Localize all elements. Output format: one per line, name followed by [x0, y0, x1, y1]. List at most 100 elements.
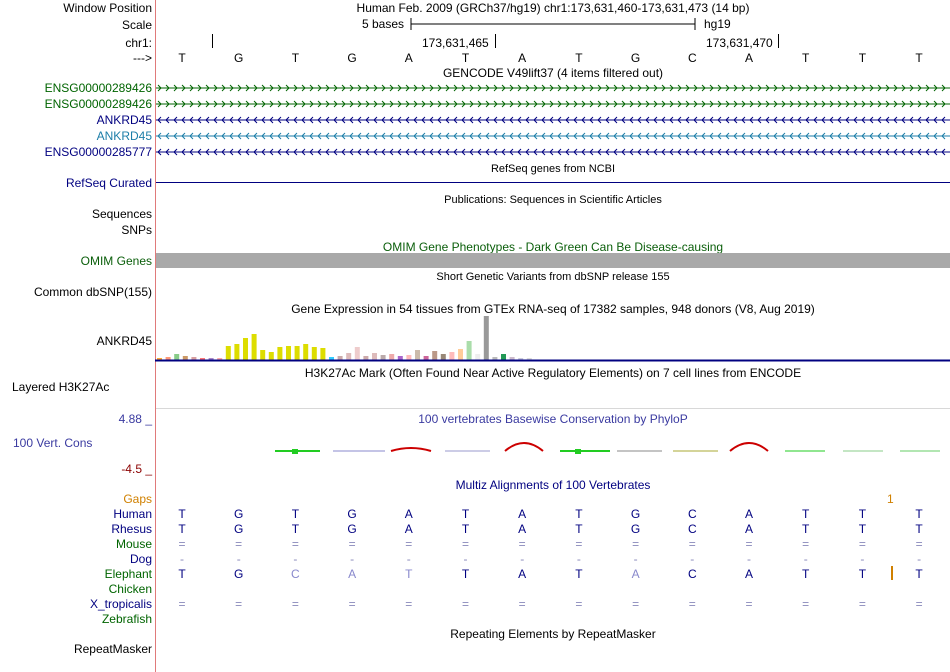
gencode-track-label[interactable]: ANKRD45: [96, 129, 152, 143]
assembly-label: hg19: [704, 17, 731, 31]
gtex-tissue-bar: [217, 358, 223, 360]
gtex-label[interactable]: ANKRD45: [96, 334, 152, 348]
chrom-label: chr1:: [125, 36, 152, 50]
dbsnp-title[interactable]: Short Genetic Variants from dbSNP releas…: [436, 271, 670, 283]
gene-feature[interactable]: [156, 115, 950, 125]
gaps-label[interactable]: Gaps: [123, 492, 152, 506]
gtex-tissue-bar: [268, 352, 274, 360]
reference-base: A: [404, 51, 413, 65]
conservation-wiggle[interactable]: [155, 430, 950, 464]
refseq-label[interactable]: RefSeq Curated: [65, 176, 152, 190]
conservation-segment: [900, 450, 940, 452]
alignment-base: =: [802, 597, 810, 611]
gtex-tissue-bar: [415, 350, 420, 360]
alignment-base: -: [350, 552, 355, 566]
omim-feature-bar[interactable]: [156, 253, 950, 268]
gene-feature[interactable]: [156, 131, 950, 141]
gtex-tissue-bar: [501, 354, 506, 360]
multiz-title[interactable]: Multiz Alignments of 100 Vertebrates: [455, 478, 651, 492]
reference-base: G: [347, 51, 357, 65]
publications-title[interactable]: Publications: Sequences in Scientific Ar…: [444, 194, 662, 206]
gene-feature[interactable]: [156, 83, 950, 93]
species-label[interactable]: Dog: [129, 552, 152, 566]
gencode-title[interactable]: GENCODE V49lift37 (4 items filtered out): [442, 66, 664, 80]
scale-value: 5 bases: [362, 17, 405, 31]
alignment-base: -: [463, 552, 468, 566]
repeatmasker-label[interactable]: RepeatMasker: [73, 642, 152, 656]
gtex-tissue-bar: [372, 353, 377, 360]
alignment-base: -: [860, 552, 865, 566]
dbsnp-label[interactable]: Common dbSNP(155): [33, 285, 152, 299]
refseq-gene-line[interactable]: [156, 182, 950, 183]
conservation-title[interactable]: 100 vertebrates Basewise Conservation by…: [418, 412, 688, 426]
reference-base: T: [575, 51, 583, 65]
omim-label[interactable]: OMIM Genes: [80, 254, 152, 268]
alignment-base: -: [293, 552, 298, 566]
reference-base: T: [178, 51, 186, 65]
species-label[interactable]: Zebrafish: [101, 612, 152, 626]
alignment-base: =: [348, 597, 356, 611]
gene-feature[interactable]: [156, 147, 950, 157]
gencode-track-label[interactable]: ENSG00000289426: [44, 97, 152, 111]
conservation-segment: [445, 450, 490, 452]
alignment-base: T: [575, 507, 583, 521]
species-label[interactable]: X_tropicalis: [89, 597, 152, 611]
gtex-tissue-bar: [389, 354, 395, 360]
species-label[interactable]: Chicken: [108, 582, 152, 596]
gencode-track-label[interactable]: ENSG00000285777: [44, 145, 152, 159]
refseq-title[interactable]: RefSeq genes from NCBI: [490, 163, 616, 175]
alignment-base: T: [915, 567, 923, 581]
scale-label: Scale: [121, 18, 152, 32]
alignment-base: =: [858, 597, 866, 611]
gencode-track-label[interactable]: ANKRD45: [96, 113, 152, 127]
species-label[interactable]: Rhesus: [111, 522, 152, 536]
alignment-base: -: [576, 552, 581, 566]
reference-base: T: [291, 51, 300, 65]
conservation-segment: [843, 450, 883, 452]
gtex-bar-chart[interactable]: [155, 314, 950, 362]
window-position-value[interactable]: Human Feb. 2009 (GRCh37/hg19) chr1:173,6…: [356, 1, 750, 15]
alignment-base: =: [405, 597, 413, 611]
gtex-title[interactable]: Gene Expression in 54 tissues from GTEx …: [291, 302, 815, 316]
gencode-track-label[interactable]: ENSG00000289426: [44, 81, 152, 95]
ruler-tick: [778, 34, 779, 48]
species-label[interactable]: Mouse: [115, 537, 152, 551]
alignment-base: -: [747, 552, 751, 566]
alignment-base: =: [632, 597, 640, 611]
gtex-tissue-bar: [337, 356, 343, 360]
gtex-tissue-bar: [354, 347, 360, 360]
alignment-base: T: [461, 567, 470, 581]
conservation-label[interactable]: 100 Vert. Cons: [13, 436, 93, 450]
conservation-segment: [560, 450, 610, 452]
alignment-base: T: [461, 522, 470, 536]
alignment-base: -: [803, 552, 808, 566]
alignment-base: T: [291, 522, 300, 536]
gtex-tissue-bar: [303, 344, 309, 360]
omim-title[interactable]: OMIM Gene Phenotypes - Dark Green Can Be…: [382, 240, 724, 254]
h3k27ac-title[interactable]: H3K27Ac Mark (Often Found Near Active Re…: [304, 366, 802, 380]
snps-label[interactable]: SNPs: [121, 223, 152, 237]
gtex-tissue-bar: [329, 357, 334, 360]
alignment-base: =: [915, 597, 923, 611]
sequences-label[interactable]: Sequences: [91, 207, 152, 221]
reference-base: A: [518, 51, 527, 65]
alignment-base: G: [630, 522, 641, 536]
conservation-segment: [617, 450, 662, 452]
repeatmasker-title[interactable]: Repeating Elements by RepeatMasker: [450, 627, 656, 641]
gtex-tissue-bar: [380, 355, 386, 360]
alignment-base: G: [630, 507, 641, 521]
alignment-base: A: [518, 567, 527, 581]
species-label[interactable]: Elephant: [104, 567, 152, 581]
alignment-base: T: [461, 507, 470, 521]
alignment-base: T: [858, 507, 867, 521]
alignment-base: C: [687, 522, 697, 536]
gtex-tissue-bar: [466, 341, 472, 360]
alignment-base: -: [633, 552, 638, 566]
h3k27ac-label[interactable]: Layered H3K27Ac: [12, 380, 110, 394]
conservation-point: [575, 449, 581, 454]
species-label[interactable]: Human: [113, 507, 152, 521]
gene-feature[interactable]: [156, 99, 950, 109]
gap-marker: [891, 566, 893, 580]
alignment-base: T: [858, 522, 867, 536]
